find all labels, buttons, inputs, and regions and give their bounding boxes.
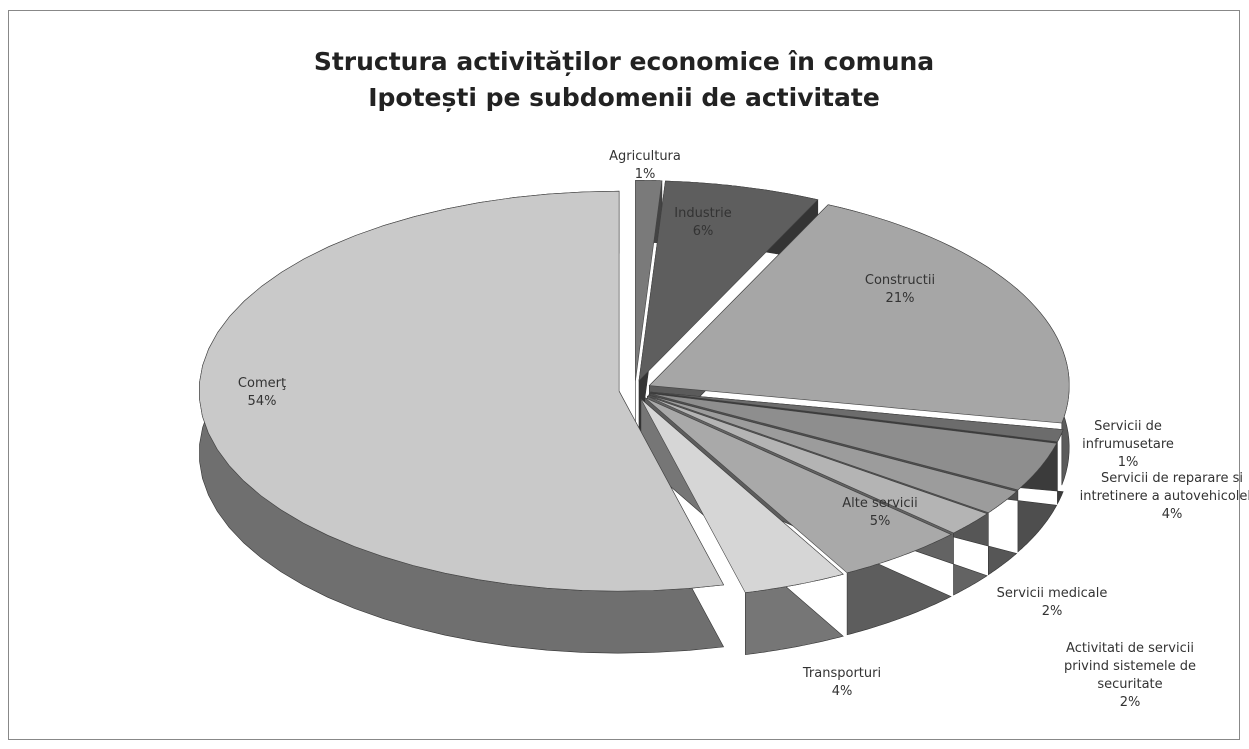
category-label: Constructii <box>864 273 936 288</box>
data-label: Comerţ 54% <box>212 375 312 411</box>
value-label: 1% <box>634 167 656 182</box>
data-label: Transporturi 4% <box>782 665 902 701</box>
slice <box>644 397 952 574</box>
value-label: 2% <box>1119 695 1141 710</box>
category-label: Servicii de infrumusetare <box>1082 419 1174 452</box>
chart-frame <box>8 10 1240 740</box>
category-label: Transporturi <box>802 666 882 681</box>
data-label: Activitati de servicii privind sistemele… <box>1045 640 1215 712</box>
category-label: Alte servicii <box>842 496 918 511</box>
category-label: Industrie <box>674 206 732 221</box>
value-label: 4% <box>831 684 853 699</box>
slice <box>650 391 1064 443</box>
category-label: Agricultura <box>609 149 681 164</box>
slice <box>640 398 844 593</box>
slice <box>647 395 988 534</box>
chart-title: Structura activităților economice în com… <box>313 47 935 112</box>
data-label: Servicii medicale 2% <box>982 585 1122 621</box>
slice <box>199 190 725 592</box>
slice <box>638 180 819 382</box>
value-label: 6% <box>692 224 714 239</box>
value-label: 54% <box>247 394 277 409</box>
slice <box>648 394 1018 514</box>
slice-tops <box>199 180 1070 593</box>
category-label: Servicii de reparare si intretinere a au… <box>1079 471 1249 504</box>
category-label: Activitati de servicii privind sistemele… <box>1063 641 1197 692</box>
data-label: Industrie 6% <box>658 205 748 241</box>
data-label: Alte servicii 5% <box>820 495 940 531</box>
slice <box>635 180 663 381</box>
value-label: 5% <box>869 514 891 529</box>
data-label: Agricultura 1% <box>585 148 705 184</box>
category-label: Servicii medicale <box>996 586 1108 601</box>
category-label: Comerţ <box>237 376 287 391</box>
slice <box>649 393 1058 491</box>
data-label: Servicii de reparare si intretinere a au… <box>1077 470 1249 524</box>
data-label: Constructii 21% <box>840 272 960 308</box>
value-label: 2% <box>1041 604 1063 619</box>
value-label: 4% <box>1161 507 1183 522</box>
value-label: 21% <box>885 291 915 306</box>
slice <box>648 204 1070 424</box>
value-label: 1% <box>1117 455 1139 470</box>
data-label: Servicii de infrumusetare 1% <box>1053 418 1203 472</box>
